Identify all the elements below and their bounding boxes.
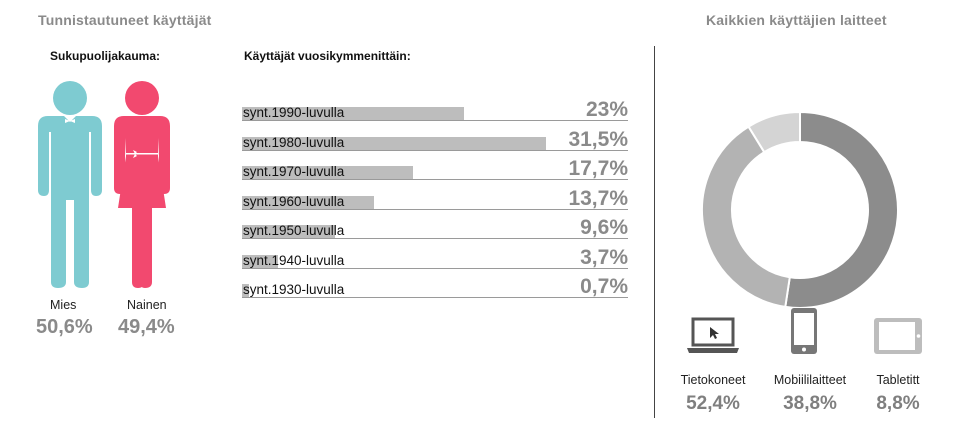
bar-baseline (242, 267, 628, 269)
bar-value-label: 0,7% (580, 275, 628, 298)
bar-baseline (242, 208, 628, 210)
male-label: Mies (50, 298, 77, 312)
bar-value-label: 31,5% (568, 127, 628, 151)
female-figure-icon (114, 81, 170, 288)
donut-slice (784, 110, 899, 309)
bar-row: synt.1990-luvulla 23% (242, 99, 628, 121)
bar-row: synt.1930-luvulla 0,7% (242, 276, 628, 298)
female-percentage: 49,4% (118, 316, 175, 338)
devices-donut-chart (701, 110, 899, 309)
bar-row: synt.1970-luvulla 17,7% (242, 158, 628, 180)
bar (242, 166, 413, 179)
bar-row: synt.1960-luvulla 13,7% (242, 186, 628, 210)
bar-value-label: 3,7% (580, 245, 628, 269)
bar-category-label: synt.1960-luvulla (243, 193, 345, 209)
bar-row: synt.1940-luvulla 3,7% (242, 245, 628, 269)
bar-category-label: synt.1990-luvulla (243, 105, 345, 120)
bar (242, 254, 278, 268)
bar-baseline (242, 238, 628, 239)
laptop-icon (687, 317, 739, 353)
bar-baseline (242, 179, 628, 180)
gender-title: Sukupuolijakauma: (50, 49, 161, 63)
bar-row: synt.1950-luvulla 9,6% (242, 217, 628, 239)
female-label: Nainen (127, 298, 167, 312)
device-category-label: Tabletitt (876, 373, 920, 387)
device-category-label: Mobiililaitteet (773, 373, 847, 387)
male-percentage: 50,6% (36, 316, 93, 338)
bar-baseline (242, 297, 628, 298)
bar-value-label: 13,7% (568, 186, 628, 210)
donut-slice (701, 125, 791, 309)
male-figure-icon (38, 81, 102, 288)
section-divider (654, 46, 655, 418)
bar-row: synt.1980-luvulla 31,5% (242, 127, 628, 151)
devices-section-title: Kaikkien käyttäjien laitteet (706, 12, 887, 28)
bar-category-label: synt.1980-luvulla (243, 134, 345, 150)
gender-figures (38, 81, 170, 288)
device-percentage: 52,4% (686, 393, 740, 414)
bar (242, 136, 546, 150)
bar (242, 195, 375, 209)
bar-baseline (242, 120, 628, 121)
device-percentage: 38,8% (783, 393, 837, 414)
bar-category-label: synt.1940-luvulla (243, 252, 345, 268)
users-section-title: Tunnistautuneet käyttäjät (38, 12, 212, 28)
bar (242, 284, 249, 297)
donut-slice (747, 110, 801, 154)
device-percentage: 8,8% (876, 393, 920, 414)
bar (242, 107, 464, 120)
bar-category-label: synt.1970-luvulla (243, 164, 345, 179)
bar-value-label: 23% (585, 98, 628, 121)
decades-title: Käyttäjät vuosikymmenittäin: (244, 49, 411, 63)
mobile-phone-icon (791, 308, 817, 354)
device-category-label: Tietokoneet (680, 373, 746, 387)
tablet-icon (874, 318, 922, 354)
bar-value-label: 17,7% (568, 157, 628, 180)
bar-category-label: synt.1950-luvulla (243, 223, 345, 238)
bar (242, 225, 335, 238)
bar-category-label: synt.1930-luvulla (243, 282, 345, 297)
bar-value-label: 9,6% (580, 216, 628, 239)
bar-baseline (242, 149, 628, 151)
